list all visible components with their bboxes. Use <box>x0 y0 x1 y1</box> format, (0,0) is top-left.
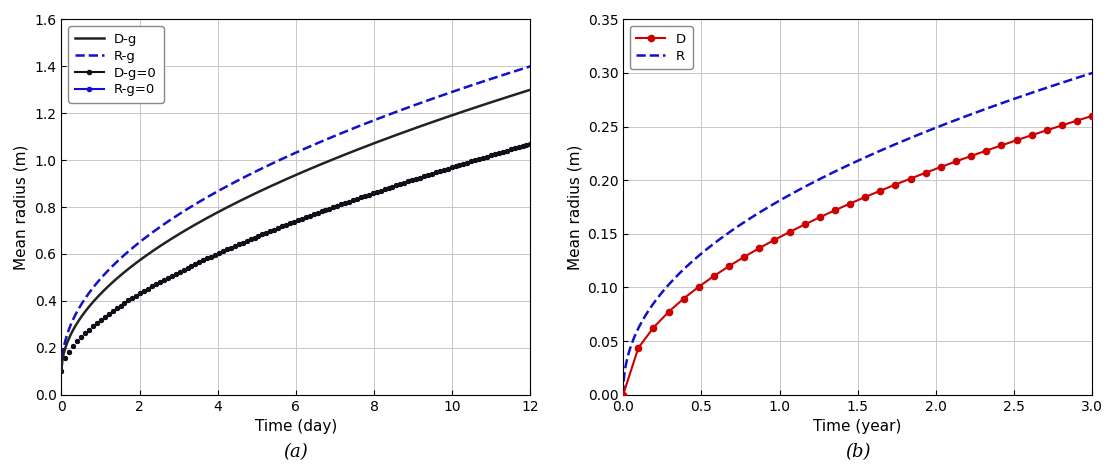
Text: (b): (b) <box>844 444 870 462</box>
Legend: D-g, R-g, D-g=0, R-g=0: D-g, R-g, D-g=0, R-g=0 <box>68 26 163 103</box>
X-axis label: Time (year): Time (year) <box>813 419 901 434</box>
Y-axis label: Mean radius (m): Mean radius (m) <box>567 145 582 270</box>
X-axis label: Time (day): Time (day) <box>255 419 337 434</box>
Text: (a): (a) <box>284 444 308 462</box>
Legend: D, R: D, R <box>630 26 693 69</box>
Y-axis label: Mean radius (m): Mean radius (m) <box>13 145 29 270</box>
